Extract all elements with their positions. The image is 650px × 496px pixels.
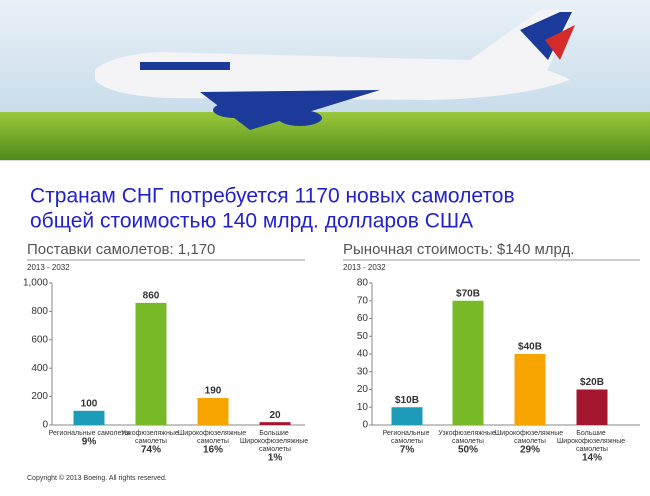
y-tick-label: 0	[42, 420, 48, 431]
chart-title: Поставки самолетов: 1,170	[27, 241, 215, 258]
bar	[73, 410, 105, 425]
share-label: 1%	[268, 453, 283, 464]
bar	[135, 302, 167, 425]
value-label: 20	[269, 410, 281, 421]
copyright: Copyright © 2013 Boeing. All rights rese…	[27, 474, 167, 482]
x-tick-label: Широкофюзеляжные самолеты	[178, 430, 248, 445]
value-label: $40B	[518, 342, 542, 353]
x-tick-label: Широкофюзеляжные самолеты	[495, 430, 565, 445]
y-tick-label: 0	[362, 420, 368, 431]
bar	[391, 407, 423, 425]
y-tick-label: 20	[357, 384, 369, 395]
y-tick-label: 600	[31, 334, 48, 345]
value-label: 860	[143, 291, 160, 302]
share-label: 9%	[82, 437, 97, 448]
slide-title: общей стоимостью 140 млрд. долларов США	[30, 210, 473, 233]
y-tick-label: 1,000	[23, 278, 48, 289]
chart-subtitle: 2013 - 2032	[27, 263, 70, 272]
value-label: $20B	[580, 377, 604, 388]
bar	[514, 354, 546, 425]
y-tick-label: 60	[357, 313, 369, 324]
x-tick-label: Узкофюзеляжные самолеты	[121, 430, 180, 445]
share-label: 50%	[458, 445, 478, 456]
y-tick-label: 30	[357, 366, 369, 377]
x-tick-label: Большие Широкофюзеляжные самолеты	[240, 430, 310, 453]
share-label: 29%	[520, 445, 540, 456]
share-label: 14%	[582, 453, 602, 464]
bar	[576, 389, 608, 425]
y-tick-label: 10	[357, 402, 369, 413]
bar	[452, 300, 484, 425]
value-label: 190	[205, 386, 222, 397]
chart-subtitle: 2013 - 2032	[343, 263, 386, 272]
share-label: 7%	[400, 445, 415, 456]
x-tick-label: Региональные самолеты	[49, 430, 130, 437]
bar	[259, 422, 291, 425]
slide-title: Странам СНГ потребуется 1170 новых самол…	[30, 185, 515, 208]
chart-title: Рыночная стоимость: $140 млрд.	[343, 241, 574, 258]
y-tick-label: 70	[357, 295, 369, 306]
value-label: $10B	[395, 395, 419, 406]
value-label: $70B	[456, 288, 480, 299]
y-tick-label: 80	[357, 278, 369, 289]
value-label: 100	[81, 398, 98, 409]
share-label: 16%	[203, 445, 223, 456]
header-photo	[0, 0, 650, 161]
share-label: 74%	[141, 445, 161, 456]
x-tick-label: Большие Широкофюзеляжные самолеты	[557, 430, 627, 453]
bar	[197, 398, 229, 425]
y-tick-label: 400	[31, 363, 48, 374]
y-tick-label: 200	[31, 391, 48, 402]
y-tick-label: 50	[357, 331, 369, 342]
y-tick-label: 800	[31, 306, 48, 317]
x-tick-label: Региональные самолеты	[383, 430, 432, 445]
y-tick-label: 40	[357, 349, 369, 360]
x-tick-label: Узкофюзеляжные самолеты	[438, 430, 497, 445]
